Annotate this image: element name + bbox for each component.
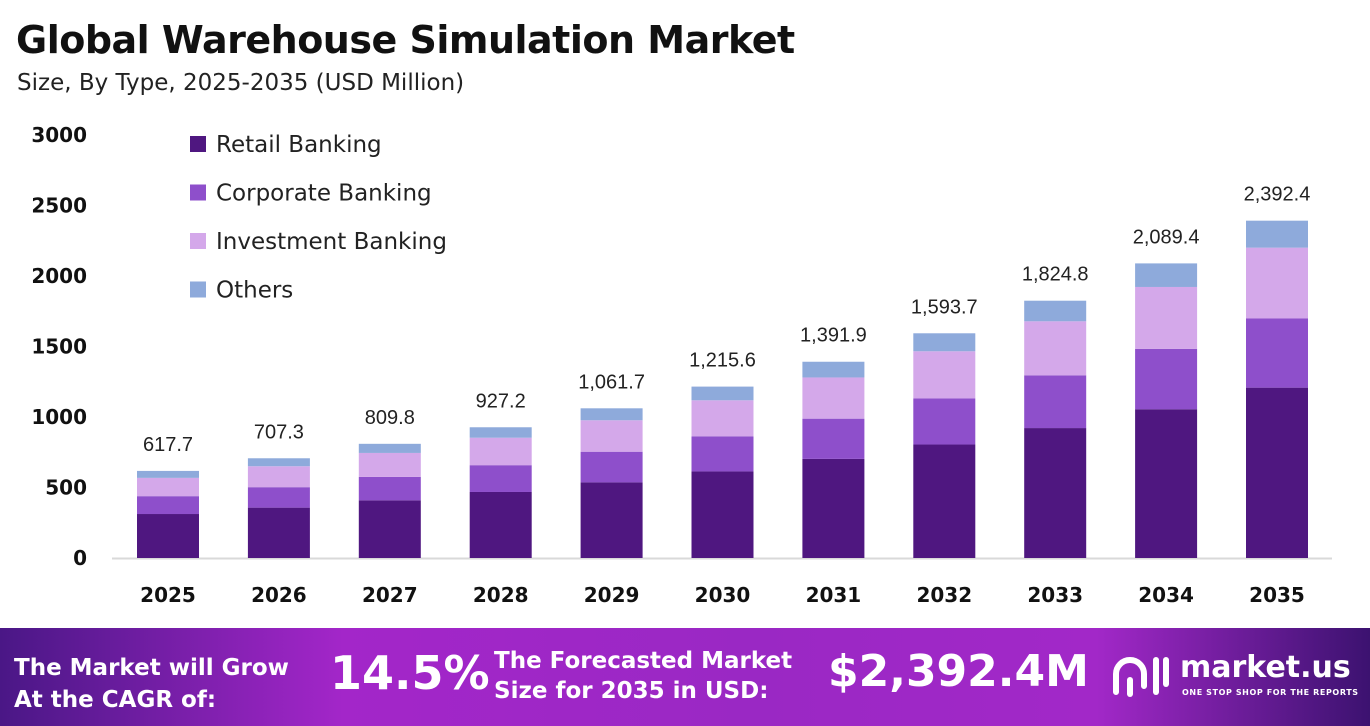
legend-label: Retail Banking bbox=[216, 132, 382, 158]
x-tick-label: 2029 bbox=[584, 583, 640, 607]
bar-total-label: 707.3 bbox=[254, 421, 304, 443]
bar-segment-investment-banking bbox=[580, 420, 643, 452]
bar-segment-investment-banking bbox=[137, 477, 199, 497]
legend-label: Others bbox=[216, 278, 293, 304]
bar-segment-retail-banking bbox=[580, 482, 643, 558]
bar-segment-others bbox=[802, 361, 865, 378]
legend-label: Investment Banking bbox=[216, 229, 447, 255]
bar-segment-others bbox=[469, 427, 532, 438]
bar-segment-corporate-banking bbox=[1024, 375, 1087, 429]
x-tick-label: 2026 bbox=[251, 583, 307, 607]
x-tick-label: 2035 bbox=[1249, 583, 1305, 607]
bar-total-label: 1,593.7 bbox=[911, 296, 978, 318]
bar-segment-retail-banking bbox=[358, 500, 421, 558]
x-tick-label: 2032 bbox=[916, 583, 972, 607]
bar-segment-others bbox=[1135, 263, 1198, 287]
bar-segment-corporate-banking bbox=[469, 465, 532, 492]
bar-segment-investment-banking bbox=[1246, 247, 1308, 319]
x-tick-label: 2034 bbox=[1138, 583, 1194, 607]
bar-segment-others bbox=[358, 443, 421, 453]
x-tick-label: 2025 bbox=[140, 583, 196, 607]
cagr-label-line2: At the CAGR of: bbox=[14, 687, 217, 713]
forecast-value: $2,392.4M bbox=[828, 646, 1089, 697]
y-tick-label: 0 bbox=[73, 546, 87, 570]
bar-segment-others bbox=[691, 386, 754, 401]
bar-segment-others bbox=[137, 470, 199, 478]
chart-subtitle: Size, By Type, 2025-2035 (USD Million) bbox=[17, 70, 465, 96]
bar-total-label: 1,391.9 bbox=[800, 325, 867, 347]
bar-segment-investment-banking bbox=[247, 466, 310, 488]
bar-segment-corporate-banking bbox=[691, 436, 754, 472]
bar-total-label: 1,061.7 bbox=[578, 371, 645, 393]
bar-segment-investment-banking bbox=[1135, 286, 1198, 349]
bar-total-label: 809.8 bbox=[365, 407, 415, 429]
bar-segment-retail-banking bbox=[691, 471, 754, 558]
bar-segment-corporate-banking bbox=[580, 451, 643, 483]
bar-segment-others bbox=[580, 408, 643, 421]
cagr-value: 14.5% bbox=[330, 646, 490, 700]
x-tick-label: 2027 bbox=[362, 583, 418, 607]
y-tick-label: 2000 bbox=[31, 264, 87, 288]
y-tick-label: 3000 bbox=[31, 123, 87, 147]
brand-name: market.us bbox=[1180, 650, 1351, 685]
y-tick-label: 2500 bbox=[31, 194, 87, 218]
bar-segment-retail-banking bbox=[247, 507, 310, 558]
bar-segment-retail-banking bbox=[1135, 409, 1198, 558]
bar-segment-others bbox=[913, 333, 976, 352]
bar-segment-corporate-banking bbox=[247, 487, 310, 508]
bar-segment-others bbox=[1024, 300, 1087, 322]
bar-segment-retail-banking bbox=[1246, 387, 1308, 558]
x-tick-label: 2031 bbox=[806, 583, 862, 607]
legend-swatch bbox=[190, 233, 206, 249]
bar-segment-others bbox=[247, 458, 310, 467]
bar-segment-investment-banking bbox=[913, 351, 976, 399]
stacked-bar-chart: 0 500 1000 1500 2000 2500 3000 617.7 2025 707.3 20… bbox=[31, 123, 1332, 607]
bar-segment-corporate-banking bbox=[1135, 348, 1198, 410]
bar-segment-retail-banking bbox=[1024, 428, 1087, 558]
forecast-label-line2: Size for 2035 in USD: bbox=[494, 678, 769, 704]
bar-segment-retail-banking bbox=[913, 444, 976, 558]
footer-banner: The Market will Grow At the CAGR of: 14.5… bbox=[0, 628, 1370, 726]
y-tick-label: 500 bbox=[45, 476, 87, 500]
bar-segment-investment-banking bbox=[691, 400, 754, 437]
x-tick-label: 2030 bbox=[695, 583, 751, 607]
bar-segment-corporate-banking bbox=[358, 476, 421, 501]
cagr-label-line1: The Market will Grow bbox=[14, 655, 289, 681]
legend-swatch bbox=[190, 184, 206, 201]
bar-segment-corporate-banking bbox=[137, 496, 199, 515]
y-tick-label: 1500 bbox=[31, 335, 87, 359]
brand-tagline: ONE STOP SHOP FOR THE REPORTS bbox=[1182, 688, 1359, 697]
bar-segment-corporate-banking bbox=[1246, 318, 1308, 388]
x-tick-label: 2028 bbox=[473, 583, 529, 607]
bar-segment-investment-banking bbox=[358, 452, 421, 477]
bar-segment-retail-banking bbox=[469, 491, 532, 558]
forecast-label: The Forecasted Market Size for 2035 in US… bbox=[494, 646, 792, 706]
chart-title: Global Warehouse Simulation Market bbox=[16, 18, 795, 62]
bar-total-label: 1,215.6 bbox=[689, 350, 756, 372]
bar-total-label: 2,089.4 bbox=[1133, 226, 1200, 248]
bar-segment-corporate-banking bbox=[913, 398, 976, 445]
bar-segment-retail-banking bbox=[802, 458, 865, 558]
bar-segment-investment-banking bbox=[1024, 321, 1087, 376]
legend-label: Corporate Banking bbox=[216, 181, 432, 207]
bar-segment-retail-banking bbox=[137, 514, 199, 558]
market-us-logo-icon bbox=[1113, 657, 1169, 697]
y-tick-label: 1000 bbox=[31, 405, 87, 429]
bar-segment-investment-banking bbox=[469, 437, 532, 466]
cagr-label: The Market will Grow At the CAGR of: bbox=[14, 652, 289, 716]
bar-total-label: 617.7 bbox=[143, 434, 193, 456]
legend-swatch bbox=[190, 136, 206, 152]
forecast-label-line1: The Forecasted Market bbox=[494, 648, 793, 674]
legend-swatch bbox=[190, 281, 206, 298]
x-tick-label: 2033 bbox=[1027, 583, 1083, 607]
bar-segment-corporate-banking bbox=[802, 418, 865, 459]
bar-segment-others bbox=[1246, 220, 1308, 248]
bar-total-label: 2,392.4 bbox=[1244, 184, 1311, 206]
bar-total-label: 927.2 bbox=[476, 390, 526, 412]
bar-total-label: 1,824.8 bbox=[1022, 264, 1089, 286]
bar-segment-investment-banking bbox=[802, 377, 865, 419]
